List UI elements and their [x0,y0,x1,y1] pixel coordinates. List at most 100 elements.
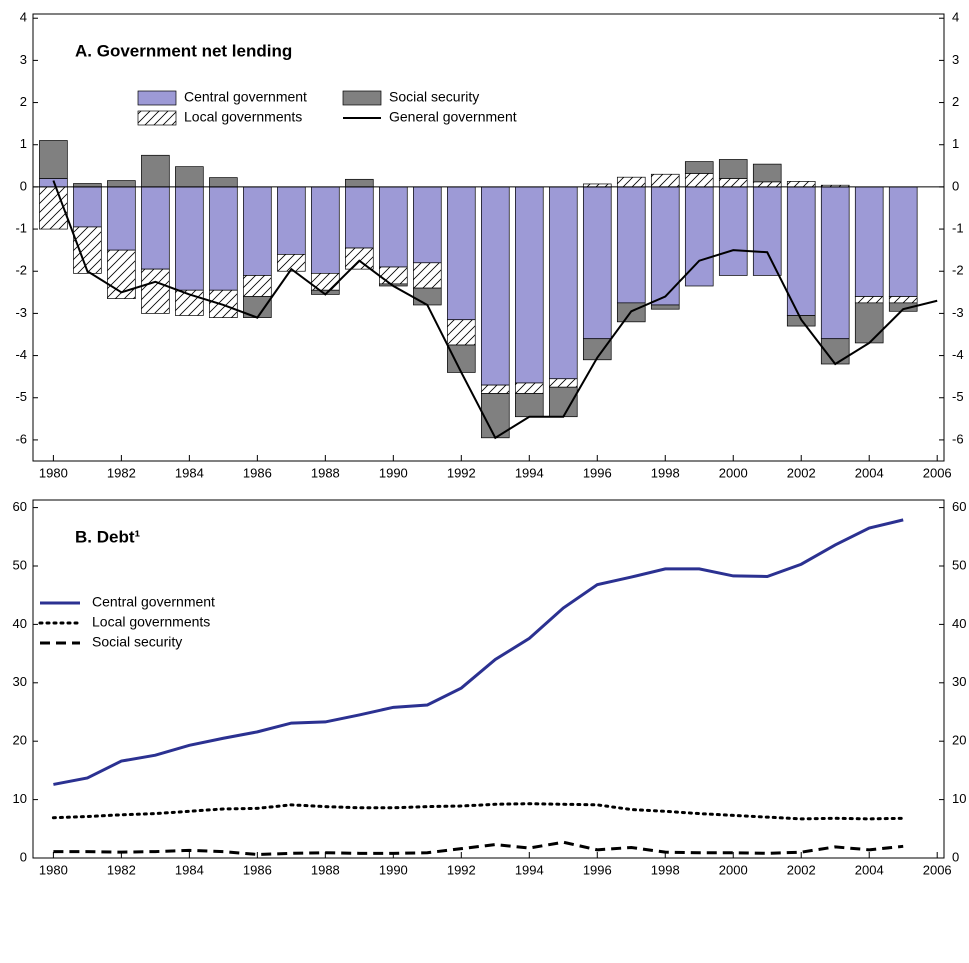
x-tick-label: 1980 [39,862,68,877]
bar [786,186,816,316]
x-tick-label: 2004 [855,465,884,480]
bar [175,186,204,291]
bar [888,302,918,312]
bar [141,154,170,188]
y2-tick-label: -1 [952,221,964,236]
x-tick-label: 2004 [855,862,884,877]
bar [481,393,510,439]
bar [311,186,340,274]
y2-tick-label: 0 [952,849,959,864]
bar [616,186,646,304]
y2-tick-label: 1 [952,136,959,151]
bar [752,186,782,276]
bar [582,186,612,340]
chart-title: A. Government net lending [75,41,292,60]
y2-tick-label: -4 [952,347,964,362]
x-tick-label: 1996 [583,862,612,877]
y-tick-label: 4 [20,10,27,25]
x-tick-label: 1996 [583,465,612,480]
x-tick-label: 1982 [107,862,136,877]
bar [413,186,442,264]
bar [684,186,714,287]
bar [888,186,918,297]
bar [888,296,918,304]
x-tick-label: 1992 [447,862,476,877]
legend-swatch [137,90,177,106]
bar [854,186,884,297]
bar [107,180,136,188]
bar [820,186,850,340]
x-tick-label: 1998 [651,862,680,877]
x-tick-label: 1980 [39,465,68,480]
bar [209,186,238,291]
y-tick-label: 0 [20,849,27,864]
bar [447,319,476,346]
line [53,518,904,786]
legend-label: Local governments [92,614,210,630]
x-tick-label: 1992 [447,465,476,480]
bar [175,166,204,188]
bar [481,186,510,386]
y2-tick-label: -3 [952,305,964,320]
x-tick-label: 1984 [175,465,204,480]
bar [209,177,238,188]
bar [582,338,612,361]
x-tick-label: 1994 [515,465,544,480]
bar [345,247,374,270]
y-tick-label: -3 [15,305,27,320]
y-tick-label: 50 [13,557,27,572]
legend-swatch [137,110,177,126]
bar [481,384,510,394]
y-tick-label: -6 [15,431,27,446]
y-tick-label: 2 [20,94,27,109]
y-tick-label: 10 [13,791,27,806]
y2-tick-label: 3 [952,52,959,67]
bar [447,186,476,321]
y-tick-label: 20 [13,733,27,748]
line [51,802,905,821]
x-tick-label: 2002 [787,862,816,877]
legend-label: Central government [184,89,307,105]
bar [718,186,748,276]
chart-title: B. Debt¹ [75,527,141,546]
bar [786,181,816,188]
bar [73,226,102,274]
y2-tick-label: -2 [952,263,964,278]
y-tick-label: 40 [13,616,27,631]
y-tick-label: -4 [15,347,27,362]
legend-label: Local governments [184,109,302,125]
bar [684,161,714,174]
bar [515,382,544,394]
y2-tick-label: 50 [952,557,966,572]
bar [277,186,306,255]
y-tick-label: 3 [20,52,27,67]
bar [650,173,680,188]
bar [718,159,748,179]
y-tick-label: 30 [13,674,27,689]
x-tick-label: 1988 [311,465,340,480]
bar [447,344,476,373]
plot-frame [32,499,945,859]
y2-tick-label: 40 [952,616,966,631]
bar [413,287,442,306]
y2-tick-label: 60 [952,499,966,514]
legend-swatch [342,90,382,106]
legend-label: Social security [92,634,182,650]
bar [243,275,272,297]
bar [39,140,68,179]
x-tick-label: 1982 [107,465,136,480]
x-tick-label: 2006 [923,862,952,877]
y2-tick-label: 20 [952,733,966,748]
y-tick-label: 1 [20,136,27,151]
x-tick-label: 1986 [243,862,272,877]
y2-tick-label: 10 [952,791,966,806]
bar [854,296,884,304]
bar [141,268,170,314]
bar [141,186,170,270]
y2-tick-label: 0 [952,178,959,193]
bar [650,304,680,310]
bar [718,178,748,188]
x-tick-label: 1984 [175,862,204,877]
